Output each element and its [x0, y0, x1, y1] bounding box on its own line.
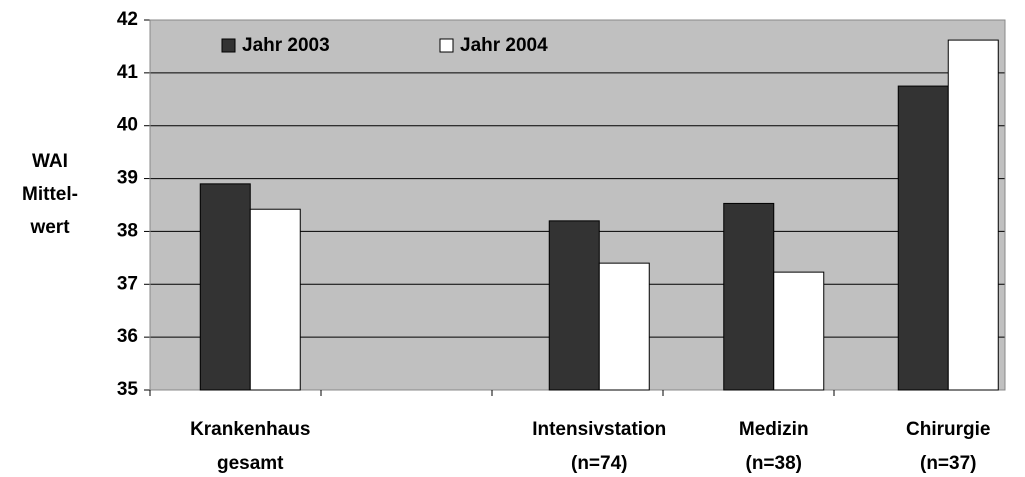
bar: [199, 183, 251, 391]
bar: [548, 220, 600, 391]
x-tick-label: (n=38): [746, 453, 803, 474]
bar: [897, 85, 949, 391]
y-tick-label: 40: [117, 115, 138, 136]
x-tick-label: gesamt: [217, 453, 284, 474]
y-tick-label: 39: [117, 168, 138, 189]
x-tick-label: Krankenhaus: [190, 419, 310, 440]
bar: [773, 271, 825, 391]
y-tick-label: 37: [117, 273, 138, 294]
legend-label: Jahr 2003: [242, 35, 330, 56]
x-tick-label: Intensivstation: [532, 419, 666, 440]
legend-swatch: [221, 38, 236, 53]
bar: [947, 39, 999, 391]
legend-swatch: [439, 38, 454, 53]
y-axis-label: wert: [29, 217, 70, 238]
bar: [723, 202, 775, 391]
x-tick-label: Medizin: [739, 419, 809, 440]
y-tick-label: 41: [117, 62, 139, 83]
y-axis-label: WAI: [32, 151, 68, 172]
y-tick-label: 36: [117, 326, 138, 347]
y-axis-label: Mittel-: [22, 184, 78, 205]
x-tick-label: (n=74): [571, 453, 628, 474]
legend-label: Jahr 2004: [460, 35, 548, 56]
y-tick-label: 38: [117, 220, 138, 241]
x-tick-label: (n=37): [920, 453, 977, 474]
x-tick-label: Chirurgie: [906, 419, 990, 440]
y-tick-label: 42: [117, 9, 138, 30]
bar: [249, 208, 301, 391]
bar: [598, 262, 650, 391]
y-tick-label: 35: [117, 379, 139, 400]
